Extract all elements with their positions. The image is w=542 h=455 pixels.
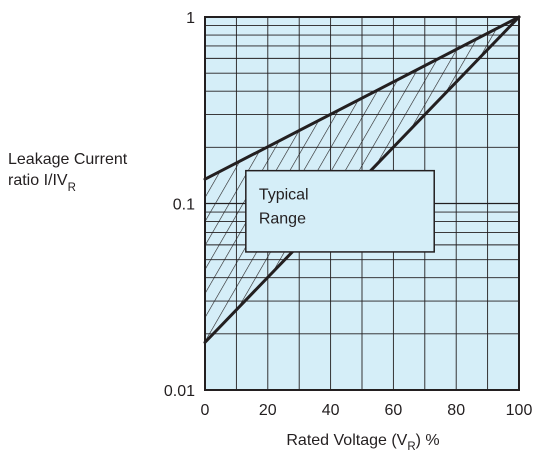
y-axis-label-line1: Leakage Current [8,151,128,168]
x-tick-label: 20 [259,402,277,419]
x-axis-label-subscript: R [407,441,415,453]
y-axis-label-line2: ratio I/IVR [8,172,76,194]
y-axis-label-subscript: R [68,182,76,194]
x-tick-labels: 0 20 40 60 80 100 [201,402,533,419]
x-axis-label-main: Rated Voltage (V [286,432,407,449]
x-axis-label: Rated Voltage (VR) % [286,432,439,453]
y-tick-label: 1 [186,10,195,27]
typical-range-label-line1: Typical [259,187,309,204]
typical-range-annotation: Typical Range [245,169,435,253]
x-tick-label: 100 [506,402,533,419]
y-tick-label: 0.1 [173,197,195,214]
x-tick-label: 60 [385,402,403,419]
y-tick-labels: 0.01 0.1 1 [164,10,195,400]
x-tick-label: 40 [322,402,340,419]
plot-frame [204,16,520,391]
typical-range-label-box [245,169,435,253]
x-axis-label-tail: ) % [416,432,440,449]
y-axis-label-main: ratio I/IV [8,172,68,189]
y-tick-label: 0.01 [164,383,195,400]
typical-range-label-line2: Range [259,211,306,228]
upper-bound-line [203,15,521,181]
x-tick-label: 0 [201,402,210,419]
x-tick-label: 80 [447,402,465,419]
